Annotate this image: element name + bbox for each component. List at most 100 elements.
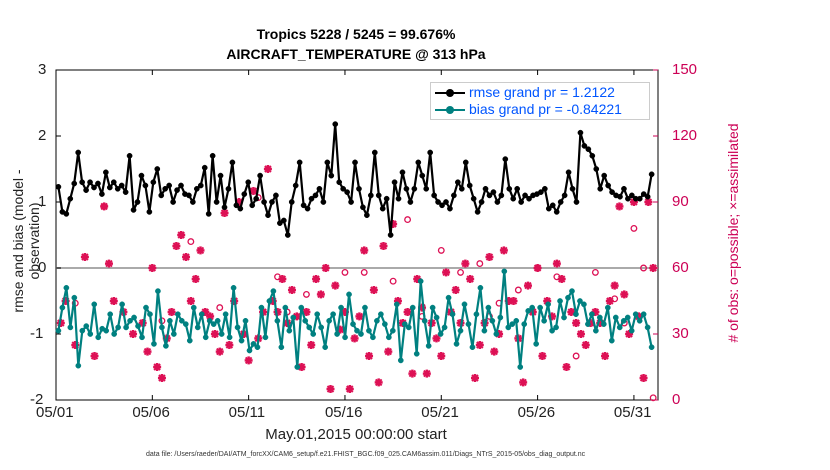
bias-data-point <box>262 334 269 341</box>
rmse-data-point <box>201 164 208 171</box>
rmse-data-point <box>371 149 378 156</box>
obs-assimilated-marker <box>186 297 195 305</box>
bias-data-point <box>198 311 205 318</box>
bias-data-point <box>322 344 329 351</box>
obs-assimilated-marker <box>509 297 518 305</box>
bias-data-point <box>202 334 209 341</box>
bias-data-point <box>413 350 420 357</box>
rmse-data-point <box>494 199 501 205</box>
rmse-data-point <box>83 187 89 193</box>
bias-data-point <box>593 327 599 334</box>
obs-assimilated-marker <box>422 369 431 378</box>
bias-data-point <box>489 317 496 324</box>
obs-assimilated-marker <box>287 286 296 294</box>
rmse-data-point <box>348 199 354 205</box>
legend-bias-marker <box>446 106 454 114</box>
rmse-data-point <box>510 195 517 202</box>
obs-assimilated-marker <box>90 352 99 360</box>
rmse-data-point <box>332 121 339 127</box>
rmse-data-point <box>273 192 279 199</box>
bias-data-point <box>585 321 591 327</box>
legend-rmse-label: rmse grand pr = 1.2122 <box>469 84 615 100</box>
obs-assimilated-marker <box>485 253 494 261</box>
rmse-data-point <box>581 143 588 149</box>
obs-assimilated-marker <box>466 275 475 283</box>
obs-assimilated-marker <box>557 275 566 283</box>
rmse-data-point <box>103 169 109 176</box>
rmse-data-point <box>162 185 169 192</box>
rmse-data-point <box>55 183 62 190</box>
obs-assimilated-marker <box>196 246 205 255</box>
bias-data-point <box>87 331 94 337</box>
bias-data-point <box>581 301 587 308</box>
bias-data-point <box>334 331 340 337</box>
bias-data-point <box>640 311 647 318</box>
y-left-tick-label: 1 <box>38 193 47 210</box>
bias-data-point <box>612 314 619 321</box>
obs-assimilated-marker <box>109 297 118 305</box>
obs-assimilated-marker <box>437 352 446 360</box>
rmse-data-point <box>174 187 180 193</box>
rmse-data-point <box>114 185 121 192</box>
rmse-data-point <box>269 199 275 205</box>
bias-data-point <box>143 304 149 311</box>
bias-data-point <box>362 304 368 311</box>
y-left-tick-label: 3 <box>38 61 47 78</box>
obs-assimilated-marker <box>331 281 340 290</box>
bias-data-point <box>290 314 297 321</box>
obs-assimilated-marker <box>644 198 653 206</box>
chart-title-line1: Tropics 5228 / 5245 = 99.676% <box>256 26 456 42</box>
bias-data-point <box>561 314 567 321</box>
obs-assimilated-marker <box>143 347 152 356</box>
rmse-data-point <box>565 169 572 176</box>
obs-assimilated-marker <box>567 308 576 316</box>
rmse-data-point <box>146 209 153 215</box>
rmse-data-point <box>142 182 149 189</box>
bias-data-point <box>63 284 70 291</box>
bias-data-point <box>330 311 336 318</box>
bias-data-point <box>358 331 364 337</box>
y-right-tick-label: 90 <box>672 193 689 210</box>
bias-data-point <box>553 324 559 331</box>
rmse-data-point <box>498 192 505 199</box>
bias-data-point <box>597 314 603 321</box>
rmse-data-point <box>257 172 263 179</box>
obs-assimilated-marker <box>408 369 417 378</box>
bias-data-point <box>107 311 114 318</box>
rmse-data-point <box>470 195 477 202</box>
bias-data-point <box>569 288 575 294</box>
bias-data-point <box>186 337 193 344</box>
bias-data-point <box>401 321 408 327</box>
bias-data-point <box>545 301 551 308</box>
obs-possible-marker <box>389 277 397 285</box>
rmse-data-point <box>383 195 390 202</box>
rmse-data-point <box>431 192 437 199</box>
obs-assimilated-marker <box>321 264 330 272</box>
bias-data-point <box>131 314 137 321</box>
rmse-data-point <box>423 185 430 192</box>
rmse-data-point <box>95 180 101 187</box>
obs-assimilated-marker <box>345 385 354 393</box>
bias-data-point <box>214 317 221 324</box>
y-left-tick-label: -1 <box>30 325 44 342</box>
obs-assimilated-marker <box>80 253 89 261</box>
rmse-data-point <box>561 192 568 199</box>
obs-assimilated-marker <box>355 312 364 321</box>
bias-data-point <box>226 334 233 341</box>
bias-data-point <box>270 288 277 294</box>
bias-data-point <box>115 324 121 331</box>
rmse-data-point <box>186 192 192 199</box>
rmse-data-point <box>443 199 449 205</box>
rmse-data-point <box>158 192 165 199</box>
rmse-data-point <box>403 185 410 192</box>
bias-data-point <box>497 314 504 321</box>
bias-data-point <box>167 317 173 324</box>
obs-assimilated-marker <box>620 290 629 299</box>
obs-assimilated-marker <box>316 290 325 299</box>
rmse-data-point <box>138 172 145 179</box>
bias-data-point <box>163 343 169 349</box>
rmse-data-point <box>277 220 283 226</box>
bias-data-point <box>294 364 301 370</box>
rmse-data-point <box>395 195 402 202</box>
rmse-data-point <box>71 180 78 187</box>
